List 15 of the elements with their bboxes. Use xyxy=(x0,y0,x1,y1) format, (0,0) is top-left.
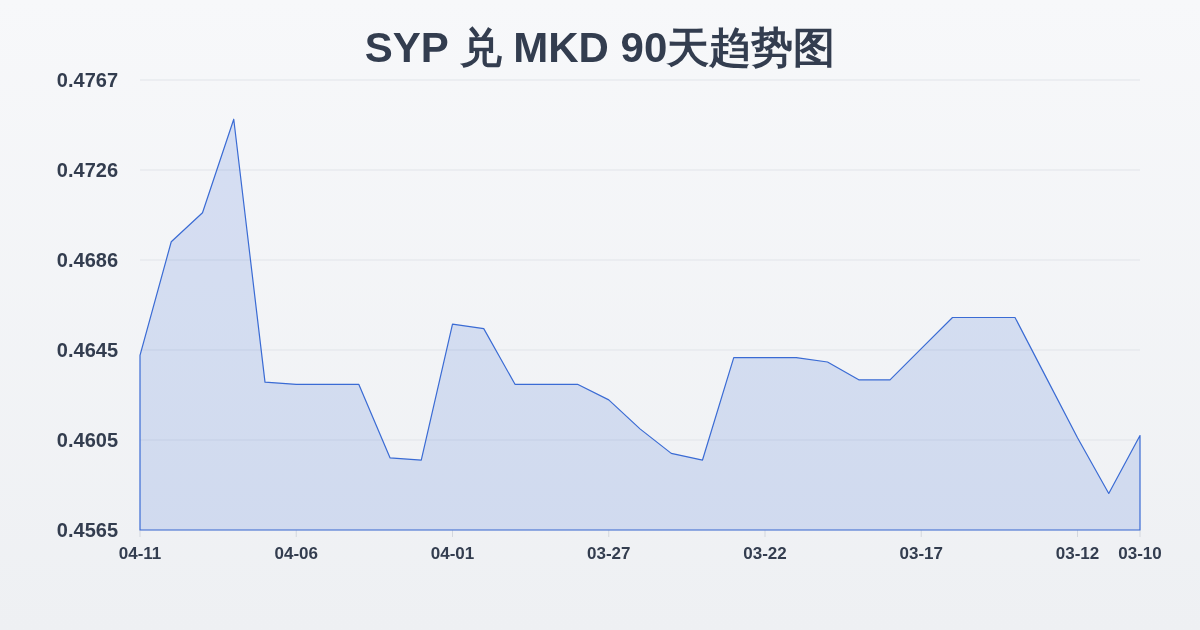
x-tick-label: 04-06 xyxy=(274,544,318,563)
y-tick-label: 0.4686 xyxy=(56,249,118,271)
x-tick-label: 03-22 xyxy=(743,544,787,563)
x-tick-label: 03-27 xyxy=(587,544,631,563)
title: SYP 兑 MKD 90天趋势图 xyxy=(364,24,836,71)
y-tick-label: 0.4605 xyxy=(56,429,118,451)
x-tick-label: 04-01 xyxy=(430,544,475,563)
x-tick-label: 04-11 xyxy=(118,544,162,563)
x-tick-label: 03-17 xyxy=(899,544,943,563)
y-tick-label: 0.4645 xyxy=(56,339,118,361)
y-tick-label: 0.4726 xyxy=(56,159,118,181)
y-tick-label: 0.4565 xyxy=(56,519,118,541)
x-tick-label: 03-12 xyxy=(1055,544,1100,563)
x-tick-label: 03-10 xyxy=(1118,544,1162,563)
y-tick-label: 0.4767 xyxy=(56,69,118,91)
